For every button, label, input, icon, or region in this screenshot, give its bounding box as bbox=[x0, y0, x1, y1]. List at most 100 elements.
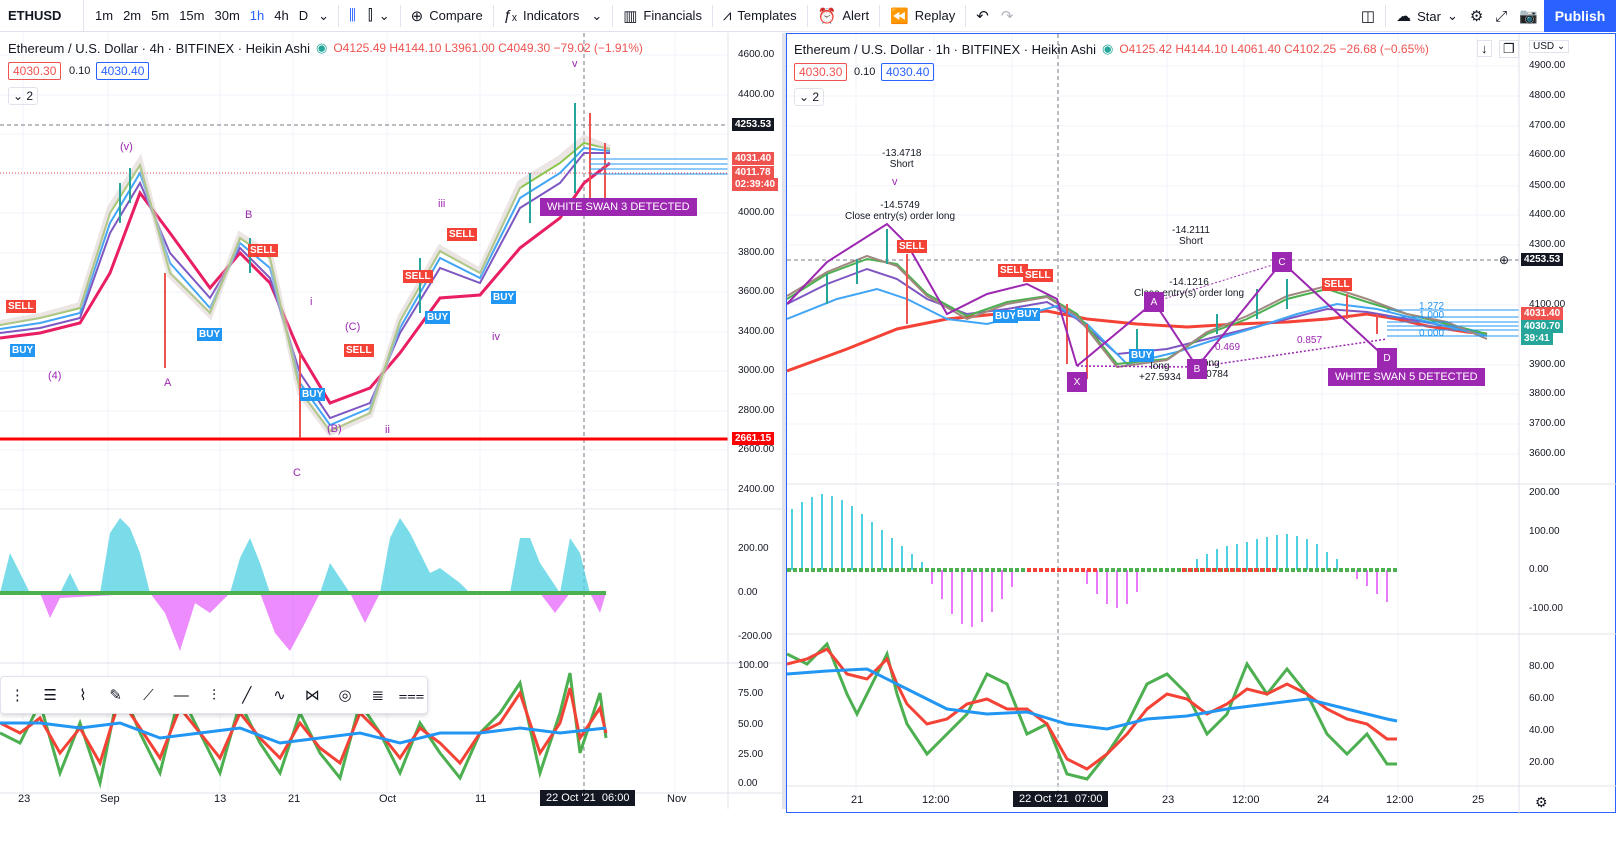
timeframe-4h[interactable]: 4h bbox=[274, 8, 289, 23]
price-tick: 3600.00 bbox=[738, 286, 775, 297]
left-indicators-toggle[interactable]: ⌄ 2 bbox=[8, 87, 39, 105]
timeframe-30m[interactable]: 30m bbox=[214, 8, 240, 23]
plus-circle-icon: ⊕ bbox=[410, 7, 424, 25]
left-symbol-title[interactable]: Ethereum / U.S. Dollar · 4h · BITFINEX ·… bbox=[8, 40, 310, 56]
arrow-down-icon[interactable]: ↓ bbox=[1477, 40, 1492, 57]
timeframe-1m[interactable]: 1m bbox=[95, 8, 114, 23]
fib-level: 1.000 bbox=[1419, 310, 1445, 321]
publish-button[interactable]: Publish bbox=[1544, 0, 1616, 32]
path-tool-icon[interactable]: ⌇ bbox=[79, 687, 87, 704]
divider bbox=[399, 4, 401, 27]
redo-icon[interactable]: ↷ bbox=[1000, 7, 1014, 25]
gann-fan-icon[interactable]: ◎ bbox=[338, 687, 352, 704]
fib-level: 0.000 bbox=[1419, 328, 1445, 339]
templates-button[interactable]: ⩘ Templates bbox=[722, 7, 797, 24]
rsi-tick: 75.00 bbox=[738, 688, 764, 699]
divider bbox=[711, 4, 713, 27]
timeframe-dropdown-icon[interactable]: ⌄ bbox=[318, 7, 330, 23]
price-tick: 4100.00 bbox=[1529, 299, 1566, 310]
price-tick: 4600.00 bbox=[1529, 149, 1566, 160]
buy-signal: BUY bbox=[197, 328, 223, 341]
settings-gear-icon[interactable]: ⚙ bbox=[1469, 8, 1484, 25]
sell-signal: SELL bbox=[1023, 269, 1053, 282]
time-tick: 23 bbox=[18, 793, 31, 805]
undo-icon[interactable]: ↶ bbox=[976, 7, 989, 25]
time-tick: 12:00 bbox=[1386, 794, 1414, 806]
fib-level: 1.272 bbox=[1419, 301, 1445, 312]
left-buy-price[interactable]: 4030.40 bbox=[96, 62, 150, 80]
replay-button[interactable]: ⏪ Replay bbox=[890, 7, 956, 25]
chart-settings-gear-icon[interactable]: ⚙ bbox=[1535, 794, 1548, 810]
time-tick: 21 bbox=[288, 793, 301, 805]
chevron-down-icon: ⌄ bbox=[799, 90, 810, 104]
indicator-count: 2 bbox=[812, 90, 820, 104]
compare-button[interactable]: ⊕ Compare bbox=[410, 7, 483, 25]
time-tick: 21 bbox=[851, 794, 864, 806]
time-tick: 13 bbox=[214, 793, 227, 805]
elliott-wave-icon[interactable]: ∿ bbox=[273, 687, 286, 704]
timeframe-D[interactable]: D bbox=[298, 8, 309, 23]
price-tick: 2600.00 bbox=[738, 444, 775, 455]
wave-label: v bbox=[572, 58, 578, 70]
currency-select[interactable]: USD ⌄ bbox=[1529, 40, 1570, 53]
right-chart[interactable]: Ethereum / U.S. Dollar · 1h · BITFINEX ·… bbox=[786, 33, 1616, 814]
price-tick: 3600.00 bbox=[1529, 448, 1566, 459]
chart-splitter[interactable] bbox=[782, 33, 786, 809]
pattern-point-x: X bbox=[1067, 372, 1087, 392]
price-tick: 4400.00 bbox=[738, 89, 775, 100]
wave-label: (C) bbox=[345, 321, 361, 333]
bar-style-icon[interactable]: ⫼ bbox=[349, 7, 356, 24]
time-tick: Oct bbox=[379, 793, 397, 805]
buy-signal: BUY bbox=[1015, 308, 1041, 321]
pattern-point-b: B bbox=[1187, 359, 1207, 379]
osc-tick: -200.00 bbox=[738, 631, 772, 642]
drag-handle-icon[interactable]: ⋮ bbox=[9, 687, 25, 704]
timeframe-1h[interactable]: 1h bbox=[249, 8, 265, 23]
timeframe-15m[interactable]: 15m bbox=[179, 8, 205, 23]
add-alert-icon[interactable]: ⊕ bbox=[1499, 253, 1510, 267]
restore-window-icon[interactable]: ❐ bbox=[1499, 40, 1519, 58]
brush-tool-icon[interactable]: ✎ bbox=[109, 687, 122, 704]
right-sell-price[interactable]: 4030.30 bbox=[794, 63, 848, 81]
layout-name-button[interactable]: ☁ Star ⌄ bbox=[1396, 8, 1458, 25]
fullscreen-icon[interactable]: ⤢ bbox=[1495, 7, 1508, 25]
price-tick: 4900.00 bbox=[1529, 60, 1566, 71]
left-sell-price[interactable]: 4030.30 bbox=[8, 62, 62, 80]
xabcd-pattern-icon[interactable]: ⋈ bbox=[304, 687, 320, 704]
right-buy-price[interactable]: 4030.40 bbox=[881, 63, 935, 81]
pitchfork-icon[interactable]: ⫶ bbox=[212, 686, 216, 704]
ray-tool-icon[interactable]: ⟋ bbox=[143, 686, 154, 704]
financials-button[interactable]: ▥ Financials bbox=[623, 7, 702, 25]
pattern-point-c: C bbox=[1272, 252, 1292, 272]
symbol-search[interactable]: ETHUSD bbox=[0, 0, 84, 32]
timeframe-2m[interactable]: 2m bbox=[123, 8, 142, 23]
alert-button[interactable]: ⏰ Alert bbox=[817, 7, 870, 25]
fib-tool-icon[interactable]: ≣ bbox=[371, 687, 385, 704]
time-tick: 25 bbox=[1472, 794, 1485, 806]
osc-tick: 0.00 bbox=[1529, 564, 1549, 575]
right-indicators-toggle[interactable]: ⌄ 2 bbox=[794, 88, 825, 106]
indicators-button[interactable]: ƒₓ Indicators bbox=[503, 7, 580, 24]
layout-icon[interactable]: ◫ bbox=[1360, 8, 1376, 25]
sell-signal: SELL bbox=[248, 244, 278, 257]
rsi-tick: 100.00 bbox=[738, 660, 769, 671]
camera-icon[interactable]: 📷 bbox=[1519, 8, 1538, 25]
rsi-tick: 0.00 bbox=[738, 778, 758, 789]
time-tick: Sep bbox=[100, 793, 120, 805]
rsi-tick: 80.00 bbox=[1529, 661, 1555, 672]
fib-extension-icon[interactable]: ⩶ bbox=[398, 686, 425, 704]
right-symbol-title[interactable]: Ethereum / U.S. Dollar · 1h · BITFINEX ·… bbox=[794, 41, 1096, 57]
osc-tick: 200.00 bbox=[1529, 487, 1560, 498]
pattern-point-d: D bbox=[1377, 348, 1397, 368]
fx-icon: ƒₓ bbox=[503, 7, 517, 24]
timeframe-5m[interactable]: 5m bbox=[151, 8, 170, 23]
wave-label: iii bbox=[438, 198, 446, 210]
horizontal-line-icon[interactable]: — bbox=[173, 686, 189, 704]
trend-line-icon[interactable]: ╱ bbox=[242, 687, 252, 704]
chart-type-icon[interactable]: ⫿ ⌄ bbox=[367, 7, 390, 24]
indicators-dropdown-icon[interactable]: ⌄ bbox=[591, 7, 603, 23]
trade-annotation: -14.5749 Close entry(s) order long bbox=[845, 200, 956, 222]
wave-label: v bbox=[892, 176, 898, 188]
lines-tool-icon[interactable]: ☰ bbox=[43, 687, 57, 704]
buy-signal: BUY bbox=[425, 311, 451, 324]
